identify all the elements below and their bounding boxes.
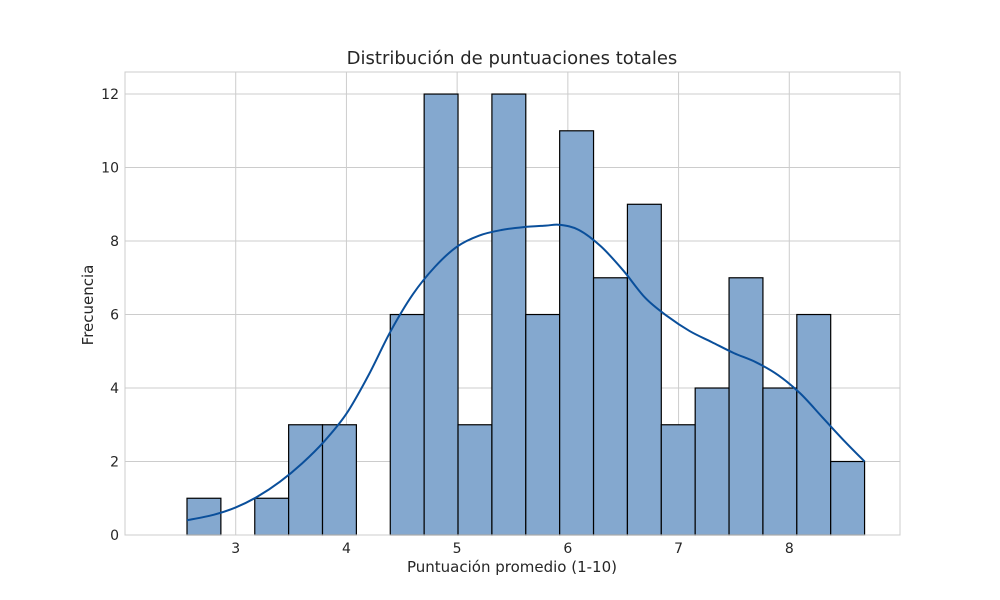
histogram-bar: [626, 203, 662, 536]
y-axis-label: Frecuencia: [79, 265, 97, 346]
histogram-bar: [592, 277, 629, 536]
x-tick-label: 3: [231, 541, 240, 557]
y-tick-label: 8: [110, 234, 119, 250]
histogram-bar: [491, 93, 527, 536]
histogram-bar: [762, 387, 798, 536]
axis-tick-labels: 3 4 5 6 7 8 0 2 4 6 8 10 12: [101, 87, 794, 557]
x-tick-label: 4: [342, 541, 351, 557]
y-tick-label: 12: [101, 87, 119, 103]
histogram-bars: [186, 93, 866, 536]
plot-frame: [124, 71, 901, 536]
y-tick-label: 10: [101, 161, 119, 177]
histogram-bar: [660, 424, 696, 536]
x-tick-label: 7: [674, 541, 683, 557]
histogram-bar: [559, 130, 595, 536]
x-tick-label: 5: [453, 541, 462, 557]
histogram-bar: [321, 424, 357, 536]
histogram-bar: [830, 460, 866, 536]
y-tick-label: 4: [110, 381, 119, 397]
histogram-bar: [254, 497, 290, 536]
x-tick-label: 6: [563, 541, 572, 557]
histogram-bar: [288, 424, 324, 536]
x-tick-label: 8: [785, 541, 794, 557]
histogram-bar: [728, 277, 764, 536]
histogram-bar: [796, 313, 832, 536]
histogram-bar: [694, 387, 730, 536]
kde-curve: [186, 223, 866, 522]
y-tick-label: 6: [110, 308, 119, 324]
x-axis-label: Puntuación promedio (1-10): [407, 558, 617, 576]
histogram-bar: [525, 313, 561, 536]
y-tick-label: 2: [110, 455, 119, 471]
histogram-bar: [457, 424, 493, 536]
histogram-bar: [423, 93, 459, 536]
y-tick-label: 0: [110, 528, 119, 544]
histogram-bar: [389, 313, 425, 536]
chart-title: Distribución de puntuaciones totales: [347, 48, 678, 69]
